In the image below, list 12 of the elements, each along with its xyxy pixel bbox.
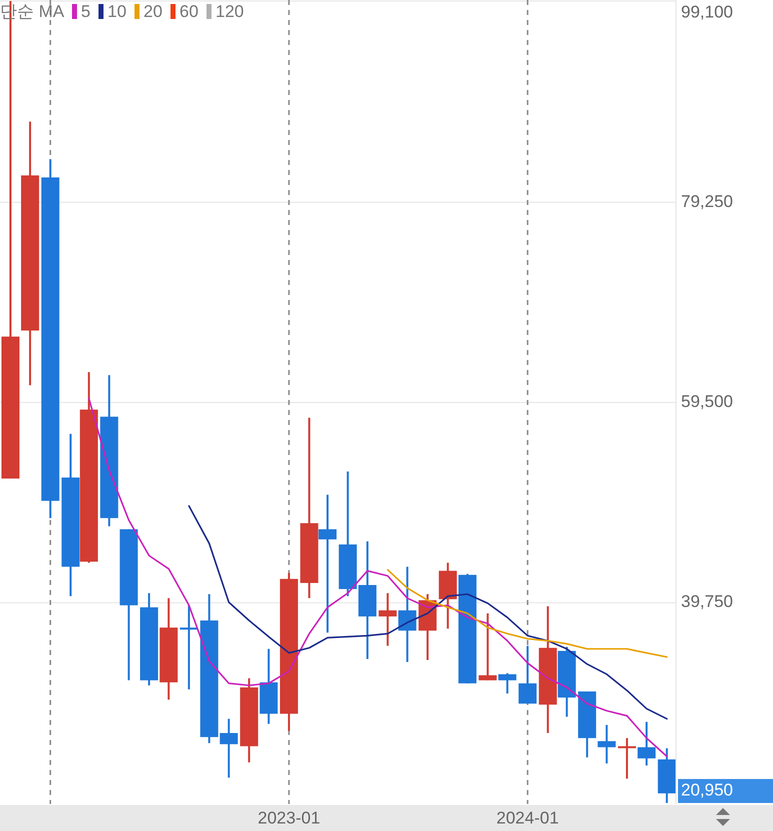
- legend-label: 10: [108, 2, 126, 21]
- y-tick-label: 99,100: [681, 2, 733, 22]
- y-tick-label: 79,250: [681, 192, 733, 211]
- y-tick-label: 59,500: [681, 392, 733, 411]
- x-tick-label: 2023-01: [258, 808, 320, 828]
- legend-label: 5: [81, 2, 90, 21]
- legend-label: 60: [180, 2, 198, 21]
- y-tick-label: 39,750: [681, 592, 733, 612]
- x-tick-label: 2024-01: [496, 808, 559, 828]
- text: 20,950: [681, 780, 733, 800]
- legend-label: 120: [216, 2, 244, 21]
- legend-label: 20: [144, 2, 162, 21]
